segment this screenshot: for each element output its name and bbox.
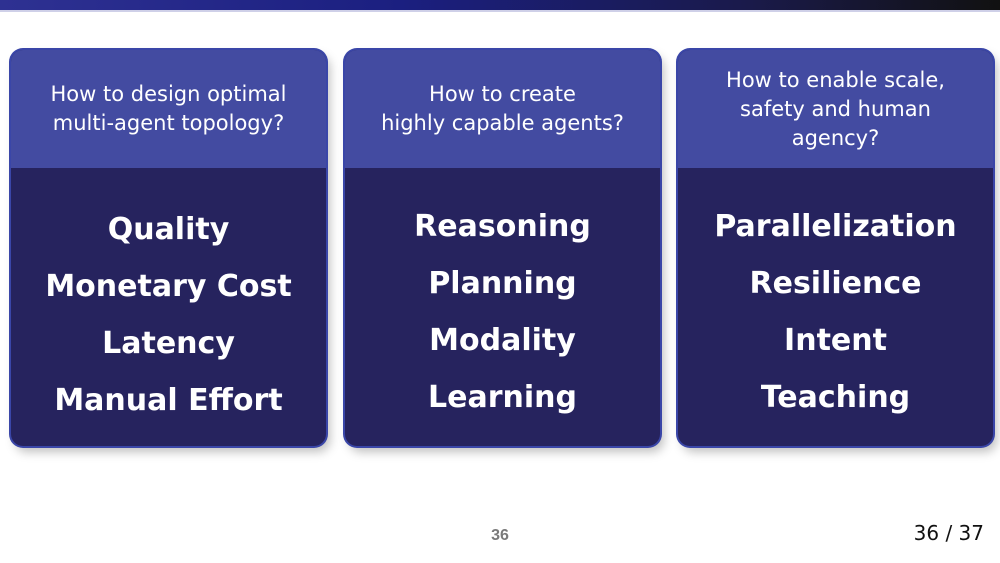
card-items: Reasoning Planning Modality Learning	[345, 168, 660, 446]
question-line: How to design optimal	[50, 82, 287, 106]
card-items: Parallelization Resilience Intent Teachi…	[678, 168, 993, 446]
question-line: multi-agent topology?	[52, 111, 285, 135]
card-topology: How to design optimal multi-agent topolo…	[11, 50, 326, 446]
top-accent-bar	[0, 0, 1000, 12]
card-item: Learning	[428, 380, 577, 415]
question-line: safety and human	[740, 96, 931, 121]
question-line: How to enable scale,	[726, 67, 945, 92]
card-capable-agents: How to create highly capable agents? Rea…	[345, 50, 660, 446]
card-item: Intent	[784, 323, 887, 358]
slide-counter[interactable]: 36 / 37	[913, 521, 984, 545]
card-question: How to enable scale, safety and human ag…	[678, 50, 993, 168]
card-item: Teaching	[760, 380, 911, 415]
card-item: Latency	[102, 326, 235, 361]
card-item: Resilience	[749, 266, 922, 301]
card-item: Planning	[428, 266, 577, 301]
question-line: highly capable agents?	[381, 111, 624, 135]
card-question: How to create highly capable agents?	[345, 50, 660, 168]
question-line: agency?	[791, 125, 880, 150]
card-item: Manual Effort	[54, 383, 283, 418]
card-question: How to design optimal multi-agent topolo…	[11, 50, 326, 168]
card-scale-safety: How to enable scale, safety and human ag…	[678, 50, 993, 446]
footer-page-number: 36	[491, 527, 509, 544]
card-items: Quality Monetary Cost Latency Manual Eff…	[11, 168, 326, 446]
card-item: Modality	[429, 323, 576, 358]
card-item: Monetary Cost	[45, 269, 292, 304]
question-line: How to create	[429, 82, 576, 106]
card-item: Quality	[107, 212, 230, 247]
card-item: Parallelization	[714, 209, 957, 244]
card-item: Reasoning	[414, 209, 591, 244]
